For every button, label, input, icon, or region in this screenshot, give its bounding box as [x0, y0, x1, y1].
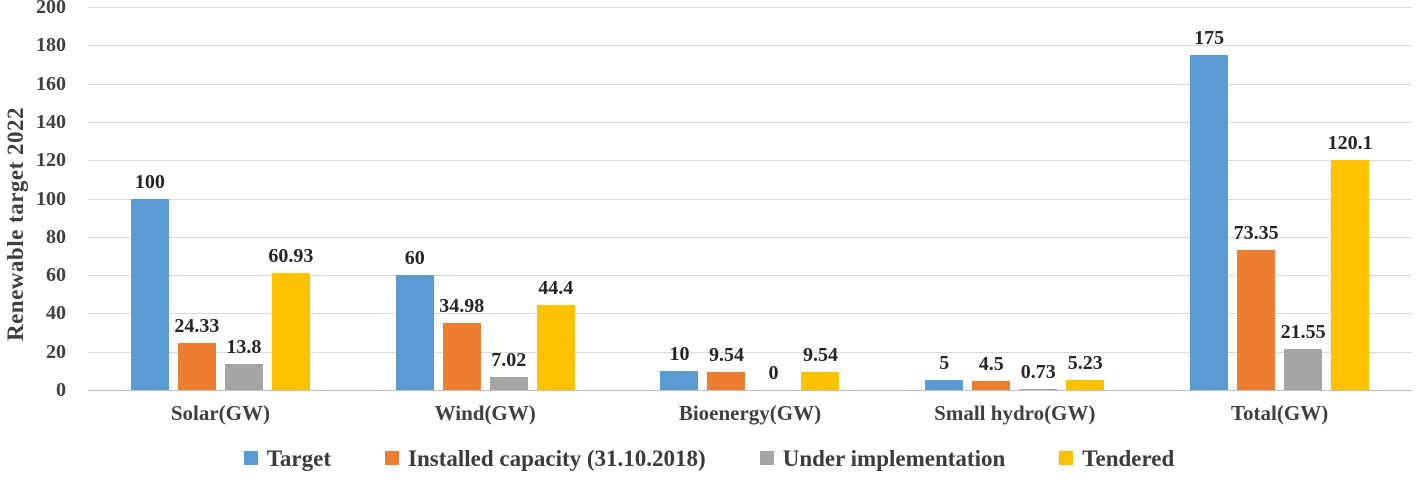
bar-data-label: 60: [404, 247, 425, 270]
gridline-20: [88, 351, 1412, 353]
category-label-0: Solar(GW): [170, 401, 270, 425]
legend: Target Installed capacity (31.10.2018) Und…: [0, 446, 1418, 472]
bar-data-label: 0.73: [1020, 360, 1056, 383]
y-tick-label-0: 0: [56, 379, 66, 401]
bar-data-label: 60.93: [268, 245, 314, 268]
bar-fill: [224, 363, 263, 390]
legend-item-1: Installed capacity (31.10.2018): [385, 446, 706, 472]
bar-fill: [707, 371, 746, 390]
y-tick-label-200: 200: [36, 0, 66, 18]
category-label-3: Small hydro(GW): [934, 401, 1096, 425]
bar-fill: [1331, 160, 1370, 390]
bar-data-label: 100: [134, 170, 165, 193]
bar-data-label: 21.55: [1280, 320, 1326, 343]
y-tick-label-20: 20: [46, 340, 66, 363]
bar-group-0: 100 24.33 13.8 60.93: [88, 7, 353, 390]
y-tick-label-60: 60: [46, 264, 66, 287]
bar-group-2: 10 9.54 0 9.54: [618, 7, 883, 390]
plot-area: 100 24.33 13.8 60.93 60 34.98 7.02 44.4 10 9.54 0 9…: [88, 7, 1412, 390]
bar-fill: [972, 381, 1011, 390]
bar-data-label: 120.1: [1327, 132, 1373, 155]
bar-data-label: 4.5: [978, 353, 1004, 376]
bar-data-label: 34.98: [439, 295, 485, 318]
bar-data-label: 73.35: [1233, 221, 1279, 244]
legend-label: Under implementation: [782, 446, 1006, 471]
legend-item-2: Under implementation: [759, 446, 1006, 472]
y-tick-label-100: 100: [36, 187, 66, 210]
gridline-120: [88, 160, 1412, 162]
bar-data-label: 10: [669, 342, 690, 365]
bar-data-label: 175: [1194, 26, 1225, 49]
bar-fill: [395, 275, 434, 390]
bar-group-4: 175 73.35 21.55 120.1: [1147, 7, 1412, 390]
gridline-60: [88, 275, 1412, 277]
bar-data-label: 9.54: [708, 343, 744, 366]
bar-fill: [442, 323, 481, 390]
y-tick-label-140: 140: [36, 110, 66, 133]
gridline-200: [88, 7, 1412, 8]
bar-fill: [271, 273, 310, 390]
y-tick-label-160: 160: [36, 72, 66, 95]
bar-fill: [1284, 348, 1323, 390]
gridline-140: [88, 121, 1412, 123]
category-label-2: Bioenergy(GW): [678, 401, 822, 425]
y-tick-label-180: 180: [36, 34, 66, 57]
bar-fill: [130, 198, 169, 390]
bar-data-label: 7.02: [491, 348, 527, 371]
y-tick-label-40: 40: [46, 302, 66, 325]
gridline-40: [88, 313, 1412, 315]
y-tick-label-120: 120: [36, 149, 66, 172]
category-label-1: Wind(GW): [434, 401, 536, 425]
legend-swatch-icon: [759, 451, 774, 465]
legend-item-3: Tendered: [1059, 446, 1174, 472]
bar-fill: [925, 380, 964, 390]
bar-data-label: 44.4: [538, 276, 574, 299]
bar-data-label: 9.54: [802, 343, 838, 366]
bar-fill: [1237, 249, 1276, 390]
gridline-80: [88, 236, 1412, 238]
bar-data-label: 5: [939, 352, 950, 375]
legend-label: Installed capacity (31.10.2018): [408, 446, 706, 471]
bar-fill: [536, 304, 575, 390]
bar-fill: [177, 343, 216, 390]
legend-item-0: Target: [243, 446, 331, 472]
bar-data-label: 13.8: [226, 335, 262, 358]
bar-group-3: 5 4.5 0.73 5.23: [882, 7, 1147, 390]
bar-group-1: 60 34.98 7.02 44.4: [353, 7, 618, 390]
bar-data-label: 5.23: [1067, 352, 1103, 374]
gridline-180: [88, 45, 1412, 47]
legend-swatch-icon: [243, 451, 258, 465]
gridline-160: [88, 83, 1412, 85]
bar-fill: [801, 371, 840, 390]
bar-fill: [489, 376, 528, 390]
bar-data-label: 24.33: [174, 315, 220, 338]
bar-fill: [660, 370, 699, 390]
legend-swatch-icon: [1059, 451, 1074, 465]
bar-data-label: 0: [768, 362, 779, 384]
x-axis-line: [88, 390, 1412, 391]
y-tick-label-80: 80: [46, 225, 66, 248]
legend-label: Tendered: [1082, 446, 1175, 471]
bar-fill: [1019, 388, 1058, 390]
bar-fill: [1066, 380, 1105, 390]
category-label-4: Total(GW): [1230, 401, 1329, 425]
x-axis-category-labels: Solar(GW) Wind(GW) Bioenergy(GW) Small hydr…: [88, 401, 1412, 426]
bar-fill: [1190, 54, 1229, 390]
legend-label: Target: [266, 446, 331, 471]
gridline-100: [88, 198, 1412, 200]
legend-swatch-icon: [385, 451, 399, 465]
